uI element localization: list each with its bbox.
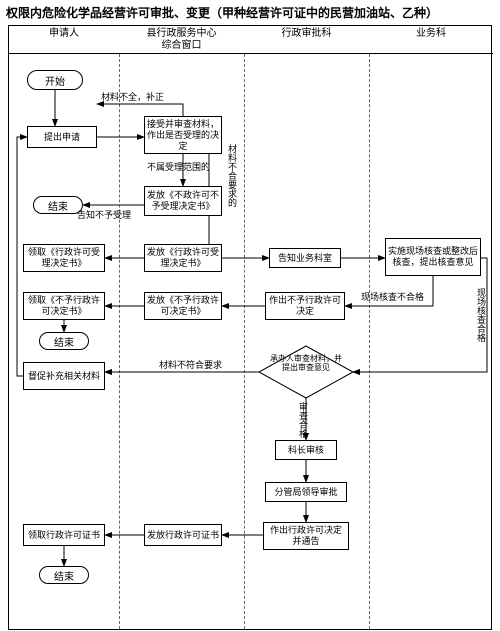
node-notify-business: 告知业务科室 (269, 248, 341, 268)
node-receive-cert: 领取行政许可证书 (23, 524, 105, 546)
flowchart-canvas: 申请人 县行政服务中心 综合窗口 行政审批科 业务科 (8, 25, 492, 630)
lane-separator (119, 54, 120, 629)
node-make-noperm: 作出不予行政许可决定 (265, 292, 345, 320)
node-make-perm: 作出行政许可决定并通告 (263, 522, 349, 550)
node-receive-noperm: 领取《不予行政许可决定书》 (23, 292, 105, 320)
edge-label-fail-check: 现场核查不合格 (361, 292, 424, 303)
edge-label-inform-reject: 告知不予受理 (77, 210, 131, 221)
node-start: 开始 (27, 70, 83, 90)
node-supplement: 督促补充相关材料 (23, 362, 105, 390)
node-review-decision: 承办人审查材料，并提出审查意见 (267, 354, 345, 372)
edge-label-not-meet-req: 材料不合要求的 (226, 144, 237, 207)
lane-separator (244, 54, 245, 629)
node-site-check: 实施现场核查或整改后核查，提出核查意见 (385, 238, 481, 276)
node-issue-cert: 发放行政许可证书 (144, 524, 222, 546)
node-leader-approve: 分管局领导审批 (265, 482, 347, 502)
node-submit: 提出申请 (27, 126, 97, 148)
lane-header-business: 业务科 (369, 26, 493, 54)
node-end-1: 结束 (33, 196, 83, 214)
node-accept-check: 接受并审查材料，作出是否受理的决定 (144, 116, 222, 154)
node-end-3: 结束 (39, 566, 89, 584)
node-section-audit: 科长审核 (275, 440, 337, 460)
node-receive-accept-notice: 领取《行政许可受理决定书》 (23, 244, 105, 272)
edge-label-not-in-scope: 不属受理范围的 (147, 162, 210, 173)
node-issue-noperm: 发放《不予行政许可决定书》 (144, 292, 222, 320)
node-issue-reject-notice: 发放《不政许可不予受理决定书》 (144, 186, 222, 216)
edge-label-pass-check: 现场核查合格 (475, 288, 486, 342)
edge-label-pass-review: 审查合格 (297, 402, 308, 438)
edge-label-incomplete: 材料不全，补正 (101, 92, 164, 103)
node-issue-accept-notice: 发放《行政许可受理决定书》 (144, 244, 222, 272)
lane-header-approval: 行政审批科 (244, 26, 369, 54)
node-end-2: 结束 (39, 332, 89, 350)
edge-label-not-conform: 材料不符合要求 (159, 360, 222, 371)
lane-header-applicant: 申请人 (9, 26, 119, 54)
lane-separator (369, 54, 370, 629)
page-title: 权限内危险化学品经营许可审批、变更（甲种经营许可证中的民营加油站、乙种） (0, 0, 500, 25)
lane-header-window: 县行政服务中心 综合窗口 (119, 26, 244, 54)
